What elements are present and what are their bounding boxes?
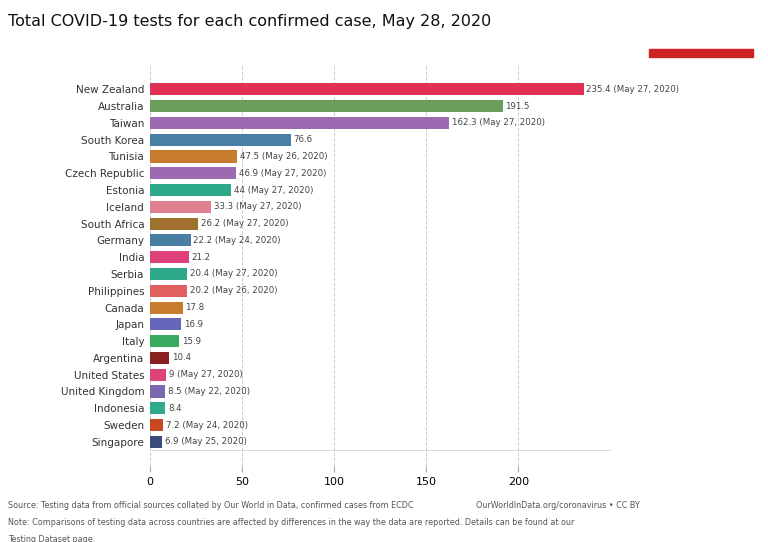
Bar — [150, 167, 237, 179]
Bar — [150, 301, 183, 314]
Text: 10.4: 10.4 — [172, 353, 190, 363]
Text: 235.4 (May 27, 2020): 235.4 (May 27, 2020) — [587, 85, 680, 94]
Text: 46.9 (May 27, 2020): 46.9 (May 27, 2020) — [239, 169, 326, 178]
Bar — [150, 285, 187, 297]
Text: 22.2 (May 24, 2020): 22.2 (May 24, 2020) — [194, 236, 281, 245]
Bar — [150, 385, 165, 397]
Text: Source: Testing data from official sources collated by Our World in Data, confir: Source: Testing data from official sourc… — [8, 501, 413, 511]
Text: Testing Dataset page.: Testing Dataset page. — [8, 535, 95, 542]
Text: 191.5: 191.5 — [505, 101, 530, 111]
Text: in Data: in Data — [682, 35, 720, 44]
Text: 21.2: 21.2 — [191, 253, 210, 262]
Text: 33.3 (May 27, 2020): 33.3 (May 27, 2020) — [214, 202, 301, 211]
Bar — [649, 49, 753, 57]
Bar — [150, 134, 291, 146]
Text: 20.2 (May 26, 2020): 20.2 (May 26, 2020) — [190, 286, 277, 295]
Text: 20.4 (May 27, 2020): 20.4 (May 27, 2020) — [190, 269, 277, 279]
Bar — [150, 151, 237, 163]
Bar — [150, 335, 179, 347]
Text: OurWorldInData.org/coronavirus • CC BY: OurWorldInData.org/coronavirus • CC BY — [476, 501, 640, 511]
Text: 15.9: 15.9 — [182, 337, 200, 346]
Bar — [150, 369, 167, 380]
Text: 6.9 (May 25, 2020): 6.9 (May 25, 2020) — [165, 437, 247, 447]
Text: Note: Comparisons of testing data across countries are affected by differences i: Note: Comparisons of testing data across… — [8, 518, 574, 527]
Bar — [150, 436, 163, 448]
Bar — [150, 83, 584, 95]
Bar — [150, 318, 181, 331]
Text: 7.2 (May 24, 2020): 7.2 (May 24, 2020) — [166, 421, 248, 430]
Bar — [150, 117, 449, 129]
Bar — [150, 234, 190, 247]
Text: 16.9: 16.9 — [184, 320, 203, 329]
Text: 8.5 (May 22, 2020): 8.5 (May 22, 2020) — [168, 387, 250, 396]
Bar — [150, 419, 163, 431]
Bar — [150, 184, 231, 196]
Text: 8.4: 8.4 — [168, 404, 182, 413]
Bar — [150, 268, 187, 280]
Text: 162.3 (May 27, 2020): 162.3 (May 27, 2020) — [452, 118, 545, 127]
Text: 76.6: 76.6 — [293, 135, 313, 144]
Text: Total COVID-19 tests for each confirmed case, May 28, 2020: Total COVID-19 tests for each confirmed … — [8, 14, 491, 29]
Bar — [150, 201, 211, 213]
Bar — [150, 352, 169, 364]
Text: Our World: Our World — [675, 21, 727, 30]
Text: 17.8: 17.8 — [185, 303, 204, 312]
Bar — [150, 402, 165, 414]
Bar — [150, 100, 503, 112]
Bar — [150, 251, 189, 263]
Text: 44 (May 27, 2020): 44 (May 27, 2020) — [233, 185, 313, 195]
Text: 9 (May 27, 2020): 9 (May 27, 2020) — [169, 370, 243, 379]
Text: 47.5 (May 26, 2020): 47.5 (May 26, 2020) — [240, 152, 328, 161]
Bar — [150, 217, 198, 230]
Text: 26.2 (May 27, 2020): 26.2 (May 27, 2020) — [200, 219, 288, 228]
